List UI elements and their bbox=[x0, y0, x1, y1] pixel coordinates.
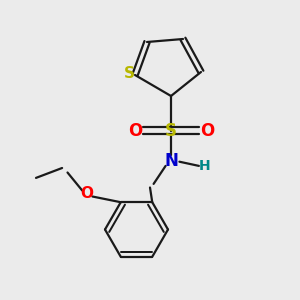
Text: O: O bbox=[200, 122, 214, 140]
Text: H: H bbox=[199, 160, 211, 173]
Text: S: S bbox=[124, 66, 135, 81]
Text: O: O bbox=[80, 186, 94, 201]
Text: O: O bbox=[128, 122, 142, 140]
Text: S: S bbox=[165, 122, 177, 140]
Text: N: N bbox=[164, 152, 178, 169]
